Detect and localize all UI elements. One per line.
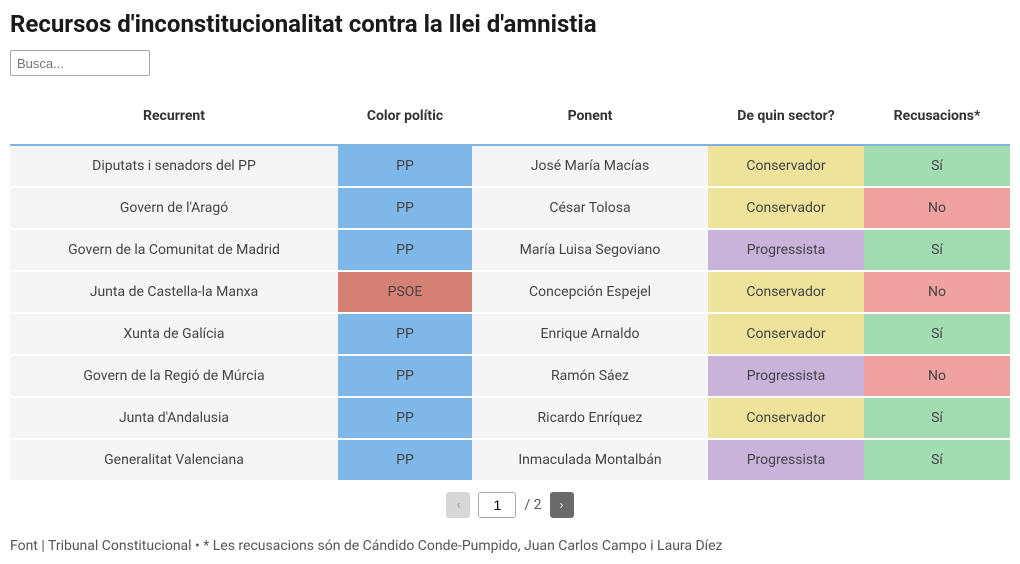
cell-sector: Progressista (708, 356, 864, 398)
cell-recurrent: Junta de Castella-la Manxa (10, 272, 338, 314)
cell-ponent: María Luisa Segoviano (472, 230, 708, 272)
cell-sector: Progressista (708, 230, 864, 272)
cell-color-politic: PP (338, 314, 472, 356)
cell-recusacions: No (864, 272, 1010, 314)
cell-sector: Conservador (708, 398, 864, 440)
cell-ponent: Ricardo Enríquez (472, 398, 708, 440)
cell-color-politic: PP (338, 356, 472, 398)
th-ponent[interactable]: Ponent (472, 94, 708, 146)
th-recurrent[interactable]: Recurrent (10, 94, 338, 146)
page-total: / 2 (524, 497, 541, 513)
search-input[interactable] (10, 50, 150, 76)
cell-color-politic: PP (338, 230, 472, 272)
next-page-button[interactable]: › (550, 492, 574, 518)
cell-sector: Conservador (708, 314, 864, 356)
cell-color-politic: PSOE (338, 272, 472, 314)
table-row: Xunta de GalíciaPPEnrique ArnaldoConserv… (10, 314, 1010, 356)
cell-recurrent: Xunta de Galícia (10, 314, 338, 356)
recursos-table: Recurrent Color polític Ponent De quin s… (10, 94, 1010, 482)
cell-recurrent: Govern de la Regió de Múrcia (10, 356, 338, 398)
cell-ponent: César Tolosa (472, 188, 708, 230)
cell-recurrent: Govern de la Comunitat de Madrid (10, 230, 338, 272)
table-row: Govern de la Regió de MúrciaPPRamón Sáez… (10, 356, 1010, 398)
cell-sector: Conservador (708, 272, 864, 314)
cell-recusacions: Sí (864, 440, 1010, 482)
th-recusacions[interactable]: Recusacions* (864, 94, 1010, 146)
table-row: Junta d'AndalusiaPPRicardo EnríquezConse… (10, 398, 1010, 440)
page-title: Recursos d'inconstitucionalitat contra l… (10, 10, 1010, 38)
cell-recurrent: Junta d'Andalusia (10, 398, 338, 440)
table-header-row: Recurrent Color polític Ponent De quin s… (10, 94, 1010, 146)
th-color-politic[interactable]: Color polític (338, 94, 472, 146)
table-row: Diputats i senadors del PPPPJosé María M… (10, 146, 1010, 188)
cell-ponent: Enrique Arnaldo (472, 314, 708, 356)
cell-sector: Conservador (708, 188, 864, 230)
page-number-input[interactable] (478, 492, 516, 518)
cell-recusacions: No (864, 188, 1010, 230)
cell-ponent: Concepción Espejel (472, 272, 708, 314)
cell-ponent: Ramón Sáez (472, 356, 708, 398)
table-row: Junta de Castella-la ManxaPSOEConcepción… (10, 272, 1010, 314)
cell-recusacions: Sí (864, 398, 1010, 440)
search-wrap (10, 50, 1010, 76)
pagination: ‹ / 2 › (10, 492, 1010, 518)
table-row: Govern de la Comunitat de MadridPPMaría … (10, 230, 1010, 272)
table-row: Generalitat ValencianaPPInmaculada Monta… (10, 440, 1010, 482)
cell-color-politic: PP (338, 440, 472, 482)
cell-recurrent: Generalitat Valenciana (10, 440, 338, 482)
cell-ponent: José María Macías (472, 146, 708, 188)
footnote: Font | Tribunal Constitucional • * Les r… (10, 538, 1010, 554)
cell-recusacions: Sí (864, 314, 1010, 356)
cell-color-politic: PP (338, 146, 472, 188)
cell-recusacions: Sí (864, 230, 1010, 272)
cell-recurrent: Diputats i senadors del PP (10, 146, 338, 188)
cell-recurrent: Govern de l'Aragó (10, 188, 338, 230)
table-row: Govern de l'AragóPPCésar TolosaConservad… (10, 188, 1010, 230)
cell-ponent: Inmaculada Montalbán (472, 440, 708, 482)
th-sector[interactable]: De quin sector? (708, 94, 864, 146)
prev-page-button[interactable]: ‹ (446, 492, 470, 518)
cell-color-politic: PP (338, 188, 472, 230)
cell-sector: Progressista (708, 440, 864, 482)
cell-sector: Conservador (708, 146, 864, 188)
cell-color-politic: PP (338, 398, 472, 440)
cell-recusacions: No (864, 356, 1010, 398)
cell-recusacions: Sí (864, 146, 1010, 188)
